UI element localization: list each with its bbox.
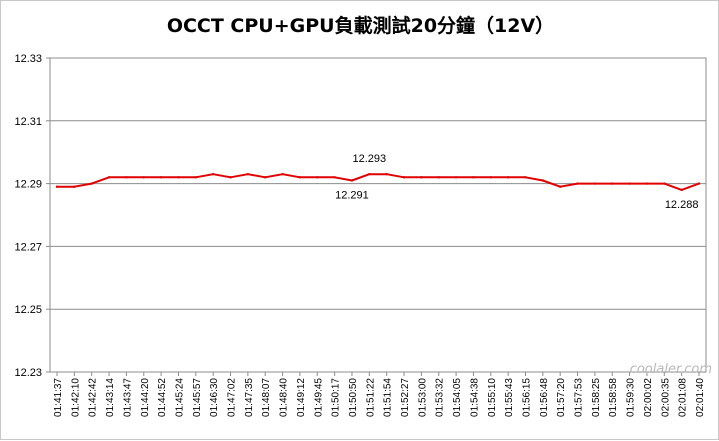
x-tick-label: 01:56:15 [521, 378, 532, 417]
x-tick-label: 01:43:14 [105, 378, 116, 417]
data-point [246, 172, 250, 176]
data-point [454, 176, 458, 179]
x-tick-label: 01:41:37 [53, 378, 64, 417]
data-point [229, 176, 232, 179]
data-point [73, 185, 76, 188]
x-tick-label: 01:45:57 [192, 378, 203, 417]
y-tick-label: 12.25 [14, 304, 42, 316]
x-tick-label: 01:54:05 [452, 378, 463, 417]
data-point [437, 176, 440, 179]
data-point [506, 176, 510, 179]
data-point [125, 176, 128, 179]
data-point [489, 176, 492, 179]
data-point [628, 182, 631, 185]
data-point [90, 182, 93, 185]
data-point [524, 176, 527, 179]
x-tick-label: 01:47:02 [227, 378, 238, 417]
data-point [680, 188, 683, 192]
x-tick-label: 01:59:30 [626, 378, 637, 417]
x-tick-label: 02:01:40 [695, 378, 706, 417]
data-point [298, 176, 302, 179]
x-tick-label: 01:49:12 [296, 378, 307, 417]
data-point [316, 176, 319, 179]
x-tick-label: 01:56:48 [539, 378, 550, 417]
x-tick-label: 01:52:27 [400, 378, 411, 417]
data-point [107, 176, 111, 179]
chart-title: OCCT CPU+GPU負載測試20分鐘（12V） [166, 15, 555, 37]
series-line [57, 173, 700, 191]
data-point [142, 176, 145, 179]
x-tick-label: 02:00:35 [660, 378, 671, 417]
x-tick-label: 01:43:47 [122, 378, 133, 417]
x-tick-label: 02:00:02 [643, 378, 654, 417]
data-point [645, 182, 649, 185]
x-tick-label: 01:55:10 [487, 378, 498, 417]
data-point [663, 182, 666, 185]
data-point [281, 172, 284, 176]
x-tick-label: 01:57:53 [574, 378, 585, 417]
x-tick-label: 01:55:43 [504, 378, 515, 417]
x-tick-label: 01:42:42 [88, 378, 99, 417]
data-point [697, 182, 701, 185]
data-point [593, 182, 597, 185]
x-tick-label: 01:53:32 [435, 378, 446, 417]
x-tick-label: 01:57:20 [556, 378, 567, 417]
data-label: 12.291 [335, 189, 369, 201]
watermark-logo: coolaler.com [629, 362, 712, 377]
data-point [385, 172, 388, 176]
x-tick-label: 01:46:30 [209, 378, 220, 417]
x-tick-label: 01:51:54 [383, 378, 394, 417]
x-tick-label: 01:53:00 [417, 378, 428, 417]
y-tick-label: 12.23 [14, 367, 42, 379]
y-tick-label: 12.27 [14, 241, 42, 253]
data-label: 12.293 [352, 153, 386, 165]
x-tick-label: 01:48:40 [279, 378, 290, 417]
data-point [472, 176, 475, 179]
x-tick-label: 01:51:22 [365, 378, 376, 417]
x-tick-label: 01:58:25 [591, 378, 602, 417]
x-tick-label: 01:49:45 [313, 378, 324, 417]
x-tick-label: 01:50:17 [331, 378, 342, 417]
data-point [420, 176, 423, 179]
x-tick-label: 01:42:10 [70, 378, 81, 417]
x-tick-label: 01:54:38 [469, 378, 480, 417]
data-point [177, 176, 180, 179]
y-tick-label: 12.29 [14, 179, 42, 191]
data-point [558, 185, 562, 188]
x-tick-label: 01:50:50 [348, 378, 359, 417]
x-tick-label: 01:47:35 [244, 378, 255, 417]
x-tick-label: 02:01:08 [678, 378, 689, 417]
data-point [55, 185, 59, 188]
y-tick-label: 12.33 [14, 53, 42, 65]
x-tick-label: 01:44:20 [140, 378, 151, 417]
data-point [159, 176, 163, 179]
x-tick-label: 01:48:07 [261, 378, 272, 417]
data-point [368, 172, 371, 176]
data-point [402, 176, 406, 179]
data-point [333, 176, 336, 179]
data-point [194, 176, 198, 179]
data-point [541, 179, 545, 182]
data-point [264, 176, 267, 179]
data-point [211, 172, 215, 176]
x-tick-label: 01:58:58 [608, 378, 619, 417]
y-tick-label: 12.31 [14, 116, 42, 128]
data-point [611, 182, 614, 185]
x-tick-label: 01:45:24 [174, 378, 185, 417]
data-point [350, 179, 354, 182]
x-tick-label: 01:44:52 [157, 378, 168, 417]
plot-area [49, 57, 707, 373]
data-label: 12.288 [665, 199, 699, 211]
data-point [576, 182, 579, 185]
